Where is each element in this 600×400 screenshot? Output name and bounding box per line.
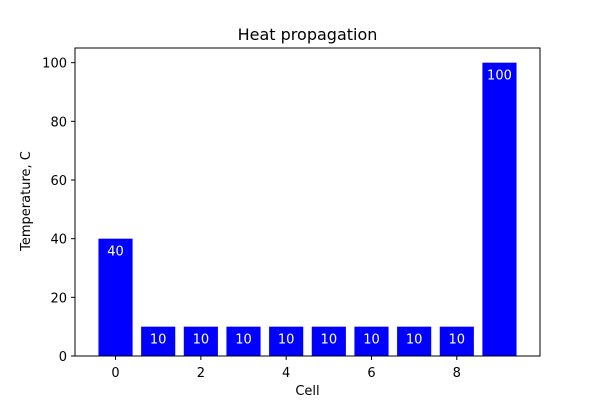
bar-cell-0 (98, 238, 133, 356)
bar-label-cell-5: 10 (321, 333, 338, 348)
bar-labels-group: 40 10 10 10 10 10 10 10 10 100 (107, 69, 512, 348)
y-ticks-group: 0 20 40 60 80 100 (42, 57, 75, 365)
x-tick-label: 8 (453, 366, 461, 381)
y-tick-label: 40 (50, 233, 67, 248)
bar-cell-5 (311, 326, 346, 356)
bar-label-cell-6: 10 (363, 333, 380, 348)
y-tick-label: 20 (50, 291, 67, 306)
y-tick-label: 100 (42, 57, 67, 72)
bar-label-cell-2: 10 (193, 333, 210, 348)
bar-cell-3 (226, 326, 261, 356)
y-tick-label: 60 (50, 174, 67, 189)
bar-cell-6 (354, 326, 389, 356)
bar-label-cell-0: 40 (107, 245, 124, 260)
bars-group (98, 62, 517, 357)
x-axis-label: Cell (295, 384, 319, 399)
chart-title: Heat propagation (238, 25, 378, 44)
y-axis-label: Temperature, C (19, 151, 34, 252)
bar-label-cell-3: 10 (235, 333, 252, 348)
bar-label-cell-4: 10 (278, 333, 295, 348)
bar-cell-2 (183, 326, 218, 356)
x-tick-label: 6 (367, 366, 375, 381)
bar-cell-7 (397, 326, 432, 356)
bar-label-cell-9: 100 (487, 69, 512, 84)
bar-label-cell-1: 10 (150, 333, 167, 348)
bar-cell-1 (141, 326, 176, 356)
y-tick-label: 0 (59, 350, 67, 365)
x-tick-label: 4 (282, 366, 290, 381)
x-ticks-group: 0 2 4 6 8 (111, 356, 461, 381)
x-tick-label: 2 (197, 366, 205, 381)
bar-cell-4 (269, 326, 304, 356)
x-tick-label: 0 (111, 366, 119, 381)
plot-frame (74, 47, 541, 357)
bar-label-cell-8: 10 (449, 333, 466, 348)
y-tick-label: 80 (50, 115, 67, 130)
bar-cell-8 (439, 326, 474, 356)
bar-label-cell-7: 10 (406, 333, 423, 348)
bar-cell-9 (482, 62, 517, 357)
